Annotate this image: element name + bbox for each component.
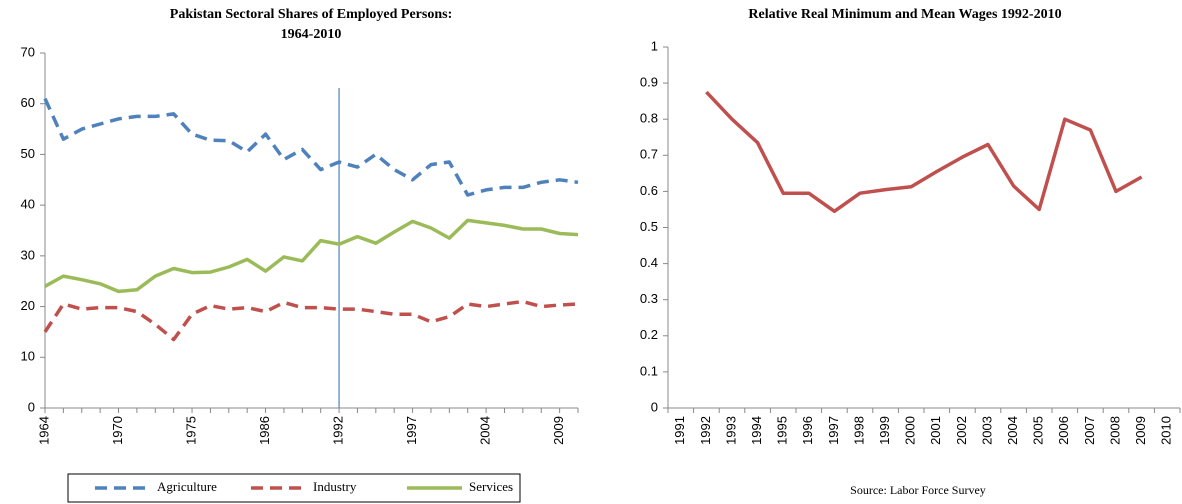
series-line (44, 218, 579, 294)
y-tick-label: 50 (21, 146, 35, 161)
y-tick-label: 0.4 (640, 255, 658, 270)
x-tick-label: 1999 (877, 416, 892, 445)
x-tick-label: 2003 (979, 416, 994, 445)
y-tick-label: 0 (651, 399, 658, 414)
x-tick-label: 1986 (257, 416, 272, 445)
x-tick-label: 1970 (110, 416, 125, 445)
x-tick-label: 1995 (775, 416, 790, 445)
chart-title: Pakistan Sectoral Shares of Employed Per… (170, 7, 452, 22)
y-tick-label: 1 (651, 38, 658, 53)
x-tick-label: 2001 (928, 416, 943, 445)
x-tick-label: 1998 (851, 416, 866, 445)
y-tick-label: 0.7 (640, 147, 658, 162)
y-tick-label: 0.8 (640, 111, 658, 126)
x-tick-label: 1994 (749, 416, 764, 445)
x-tick-label: 1975 (183, 416, 198, 445)
x-tick-label: 1964 (36, 416, 51, 445)
y-tick-label: 0.1 (640, 363, 658, 378)
y-tick-label: 60 (21, 95, 35, 110)
series-line (705, 90, 1143, 214)
legend-label: Agriculture (157, 479, 217, 494)
y-tick-label: 0.5 (640, 219, 658, 234)
x-tick-label: 2002 (954, 416, 969, 445)
series-line (43, 97, 579, 197)
x-tick-label: 2007 (1082, 416, 1097, 445)
legend-label: Services (469, 479, 513, 494)
x-tick-label: 2004 (1005, 416, 1020, 445)
x-tick-label: 2009 (1133, 416, 1148, 445)
x-tick-label: 1991 (672, 416, 687, 445)
x-tick-label: 1996 (800, 416, 815, 445)
source-note: Source: Labor Force Survey (850, 483, 986, 497)
x-tick-label: 1997 (404, 416, 419, 445)
chart-title: 1964-2010 (281, 27, 342, 42)
x-tick-label: 2000 (903, 416, 918, 445)
x-tick-label: 2010 (1159, 416, 1174, 445)
y-tick-label: 0 (28, 399, 35, 414)
x-tick-label: 1992 (698, 416, 713, 445)
x-tick-label: 2009 (551, 416, 566, 445)
x-tick-label: 2006 (1056, 416, 1071, 445)
legend-box (67, 473, 521, 503)
y-tick-label: 0.2 (640, 327, 658, 342)
y-tick-label: 0.9 (640, 75, 658, 90)
y-tick-label: 0.3 (640, 291, 658, 306)
y-tick-label: 70 (21, 44, 35, 59)
y-tick-label: 40 (21, 197, 35, 212)
y-tick-label: 10 (21, 349, 35, 364)
x-tick-label: 2008 (1107, 416, 1122, 445)
y-tick-label: 20 (21, 298, 35, 313)
x-tick-label: 1997 (826, 416, 841, 445)
y-tick-label: 0.6 (640, 183, 658, 198)
x-tick-label: 2004 (478, 416, 493, 445)
x-tick-label: 1992 (331, 416, 346, 445)
chart-title: Relative Real Minimum and Mean Wages 199… (748, 7, 1061, 22)
legend-label: Industry (313, 479, 357, 494)
y-tick-label: 30 (21, 247, 35, 262)
x-tick-label: 1993 (723, 416, 738, 445)
series-line (43, 299, 579, 342)
x-tick-label: 2005 (1031, 416, 1046, 445)
